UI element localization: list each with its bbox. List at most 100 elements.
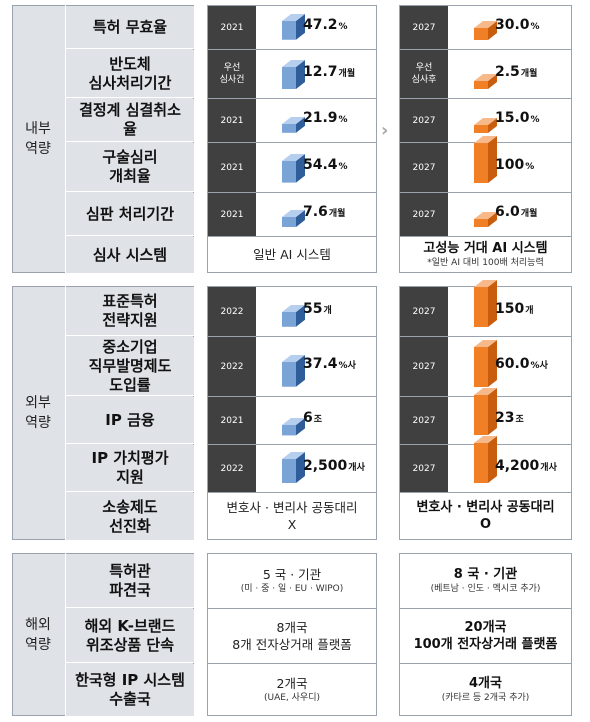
year-tag: 2022 <box>208 337 256 396</box>
row-label: 심판 처리기간 <box>66 193 194 236</box>
bar-side-face <box>488 74 497 89</box>
value-unit: 개사 <box>348 463 365 473</box>
cell-main-text: 변호사 · 변리사 공동대리 O <box>416 500 555 532</box>
value-number: 21.9 <box>303 110 338 126</box>
row-divider <box>207 492 377 493</box>
current-value-bar <box>282 14 305 40</box>
row-label: 중소기업 직무발명제도 도입률 <box>66 337 194 396</box>
target-column <box>399 553 572 716</box>
value-unit: 개월 <box>520 209 538 219</box>
value-number: 55 <box>303 301 323 317</box>
bar-front-face <box>282 362 296 387</box>
bar-front-face <box>282 459 296 483</box>
bar-side-face <box>488 136 497 183</box>
value-unit: % <box>530 22 540 32</box>
current-value: 55 개 <box>303 301 375 321</box>
value-number: 6.0 <box>495 204 520 220</box>
bar-side-face <box>296 417 305 435</box>
current-value: 21.9% <box>303 110 375 130</box>
bar-side-face <box>488 212 497 227</box>
bar-side-face <box>296 355 305 387</box>
current-value-bar <box>282 154 305 183</box>
value-unit: % <box>525 162 535 172</box>
bar-side-face <box>488 280 497 327</box>
row-label: 특허 무효율 <box>66 6 194 49</box>
target-value-bar <box>474 21 497 40</box>
row-divider <box>207 444 377 445</box>
bar-top-face <box>474 280 497 287</box>
value-unit: % <box>530 115 540 125</box>
target-value: 15.0% <box>495 110 570 130</box>
value-number: 4,200 <box>495 458 540 474</box>
target-value-bar <box>474 340 497 387</box>
value-number: 23 <box>495 410 515 426</box>
row-divider <box>207 663 377 664</box>
value-number: 15.0 <box>495 110 530 126</box>
target-value-bar <box>474 388 497 435</box>
row-label: 심사 시스템 <box>66 237 194 273</box>
current-value-bar <box>282 60 305 89</box>
value-unit: 개월 <box>328 209 346 219</box>
bar-front-face <box>474 443 488 483</box>
value-number: 47.2 <box>303 17 338 33</box>
row-label: 반도체 심사처리기간 <box>66 50 194 98</box>
target-value-bar <box>474 118 497 133</box>
row-divider <box>207 192 377 193</box>
bar-top-face <box>474 436 497 443</box>
year-tag: 2027 <box>400 99 448 142</box>
current-value: 37.4 %사 <box>303 356 375 376</box>
cell-main-text: 2개국 <box>276 675 308 691</box>
year-tag: 우선 심사건 <box>208 50 256 98</box>
bar-top-face <box>474 388 497 395</box>
row-divider <box>207 142 377 143</box>
row-divider <box>207 49 377 50</box>
target-value: 2.5 개월 <box>495 64 570 84</box>
row-label: IP 가치평가 지원 <box>66 445 194 492</box>
target-text-cell: 4개국 (카타르 등 2개국 추가) <box>399 663 572 716</box>
bar-side-face <box>488 436 497 483</box>
cell-main-text: 일반 AI 시스템 <box>253 247 331 262</box>
value-unit: % <box>338 22 348 32</box>
bar-top-face <box>474 118 497 125</box>
cell-sub-text: (베트남 · 인도 · 멕시코 추가) <box>430 583 541 594</box>
section-divider <box>65 553 66 716</box>
bar-top-face <box>282 417 305 425</box>
row-label: 소송제도 선진화 <box>66 493 194 540</box>
row-divider <box>399 192 572 193</box>
cell-main-text: 8개국 8개 전자상거래 플랫폼 <box>232 619 352 652</box>
bar-front-face <box>282 217 296 227</box>
row-divider <box>399 236 572 237</box>
current-text-cell: 2개국 (UAE, 사우디) <box>207 663 377 716</box>
section-label: 외부 역량 <box>25 395 51 431</box>
target-text-cell: 20개국 100개 전자상거래 플랫폼 <box>399 608 572 663</box>
bar-side-face <box>488 118 497 133</box>
cell-sub-text: (UAE, 사우디) <box>263 692 320 703</box>
bar-front-face <box>474 287 488 327</box>
cell-main-text: 변호사 · 변리사 공동대리 X <box>226 500 358 532</box>
row-divider <box>207 396 377 397</box>
row-divider <box>207 336 377 337</box>
bar-top-face <box>474 212 497 219</box>
value-number: 6 <box>303 410 313 426</box>
target-text-cell: 변호사 · 변리사 공동대리 O <box>399 492 572 540</box>
current-value: 2,500 개사 <box>303 458 375 478</box>
cell-main-text: 5 국 · 기관 <box>262 566 322 582</box>
value-unit: % <box>338 115 348 125</box>
bar-side-face <box>296 14 305 40</box>
bar-front-face <box>282 312 296 327</box>
bar-front-face <box>282 124 296 133</box>
section-label: 해외 역량 <box>25 616 51 653</box>
year-tag: 2021 <box>208 6 256 49</box>
bar-front-face <box>474 395 488 435</box>
bar-side-face <box>296 60 305 89</box>
current-value-bar <box>282 452 305 483</box>
bar-top-face <box>474 340 497 347</box>
bar-side-face <box>488 340 497 387</box>
target-value: 4,200 개사 <box>495 458 570 478</box>
current-value-bar <box>282 305 305 327</box>
current-text-cell: 일반 AI 시스템 <box>207 236 377 273</box>
year-tag: 2022 <box>208 445 256 492</box>
target-value: 100% <box>495 157 570 177</box>
current-column <box>207 553 377 716</box>
bar-top-face <box>282 14 305 22</box>
